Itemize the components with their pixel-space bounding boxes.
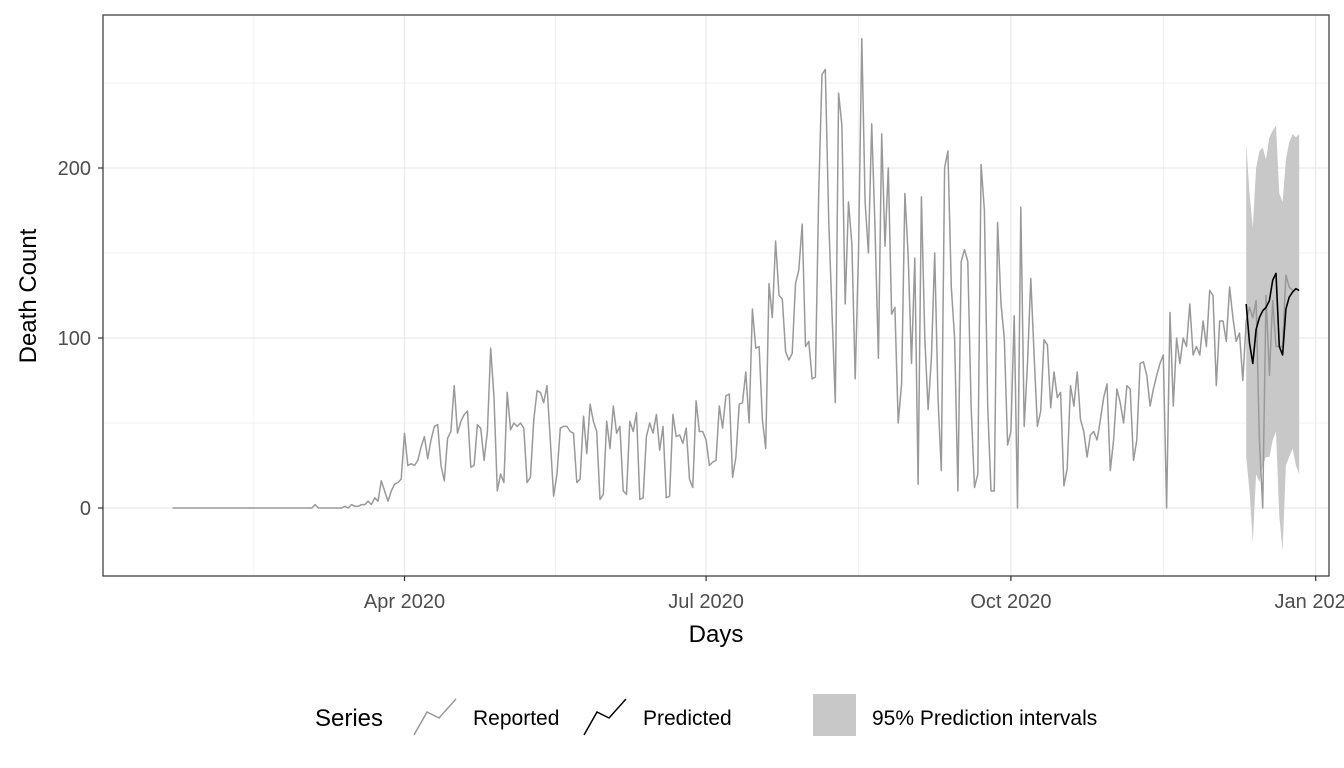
legend-key-predicted-line <box>583 698 627 736</box>
x-tick-label: Jan 2021 <box>1275 591 1344 613</box>
x-tick-label: Oct 2020 <box>970 591 1051 613</box>
legend-key-reported-bg <box>412 697 458 737</box>
x-axis-title: Days <box>689 621 744 648</box>
x-axis-ticks: Apr 2020 Jul 2020 Oct 2020 Jan 2021 <box>364 576 1344 613</box>
legend-key-predicted <box>582 697 628 737</box>
legend-label-reported: Reported <box>473 707 559 730</box>
legend-label-predicted: Predicted <box>643 707 732 730</box>
predicted-series-layer <box>1245 272 1300 365</box>
grid-major <box>103 15 1329 576</box>
legend-label-interval: 95% Prediction intervals <box>872 707 1097 730</box>
y-tick-label: 100 <box>58 328 91 350</box>
grid-minor <box>103 15 1329 576</box>
x-tick-label: Jul 2020 <box>668 591 744 613</box>
legend-title: Series <box>315 705 383 732</box>
legend-key-reported <box>412 697 458 737</box>
legend-key-interval <box>813 694 856 736</box>
y-axis-title: Death Count <box>15 228 42 363</box>
series-line-predicted <box>1245 272 1300 365</box>
reported-series-layer <box>172 38 1294 509</box>
panel-border <box>102 14 1330 577</box>
legend-key-reported-line <box>413 698 457 736</box>
legend-key-predicted-bg <box>582 697 628 737</box>
panel-background <box>103 15 1329 576</box>
y-tick-label: 200 <box>58 158 91 180</box>
x-tick-label: Apr 2020 <box>364 591 445 613</box>
y-tick-label: 0 <box>80 498 91 520</box>
y-axis-ticks: 0 100 200 <box>58 158 103 520</box>
legend: Series Reported Predicted 95% Prediction… <box>315 694 1097 737</box>
series-line-reported <box>172 38 1294 509</box>
